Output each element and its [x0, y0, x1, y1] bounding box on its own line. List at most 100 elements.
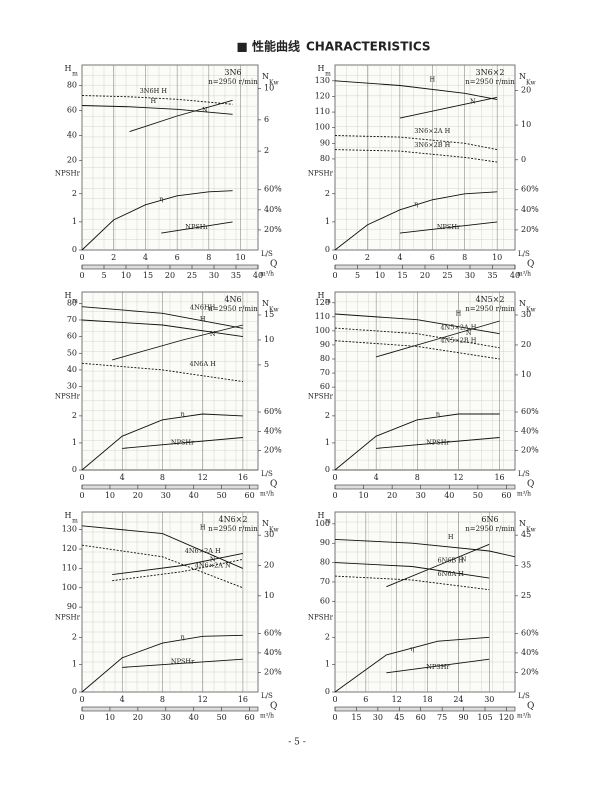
x-tick-label: 12: [392, 695, 402, 704]
x2-tick-label: 10: [121, 271, 131, 280]
n-axis-unit: Kw: [526, 80, 536, 87]
x2-tick-label: 15: [143, 271, 153, 280]
y-tick-label: 2: [72, 632, 77, 641]
y-tick-label: 40%: [521, 426, 539, 435]
chart-title: 4N5×2: [476, 295, 505, 304]
chart-title: 4N6: [224, 295, 241, 304]
curve: [81, 634, 243, 693]
x-axis-label: Q: [270, 260, 277, 270]
x-tick-label: 12: [198, 473, 208, 482]
h-axis-unit: m: [325, 518, 331, 525]
y-tick-label: 40%: [264, 205, 282, 214]
x2-tick-label: 15: [351, 713, 361, 722]
x2-tick-label: 30: [209, 271, 219, 280]
x2-tick-label: 20: [420, 271, 430, 280]
x-tick-label: 8: [415, 473, 420, 482]
y-tick-label: 110: [315, 107, 330, 116]
x-axis-unit: L/S: [518, 692, 530, 700]
h-axis-label: H: [65, 291, 72, 300]
x-tick-label: 8: [206, 253, 211, 262]
x-tick-label: 12: [198, 695, 208, 704]
y-tick-label: 2: [264, 146, 269, 155]
y-tick-label: 100: [62, 583, 77, 592]
x-axis-unit: L/S: [518, 470, 530, 478]
curve-label: η: [436, 410, 440, 418]
y-tick-label: 2: [72, 189, 77, 198]
x2-tick-label: 0: [332, 271, 337, 280]
curve-label: H: [151, 97, 157, 105]
x2-tick-label: 60: [501, 491, 511, 500]
n-axis-label: N: [519, 72, 526, 81]
x2-tick-label: 10: [105, 713, 115, 722]
x-tick-label: 10: [492, 253, 502, 262]
curve-label: NPSHr: [171, 657, 195, 665]
y-tick-label: 2: [325, 632, 330, 641]
curve-label: η: [181, 410, 185, 418]
x2-axis-unit: m³/h: [260, 713, 274, 720]
y-tick-label: 110: [315, 312, 330, 321]
y-tick-label: 2: [325, 189, 330, 198]
curve-label: NPSHr: [437, 223, 461, 231]
y-tick-label: 90: [320, 138, 330, 147]
x2-tick-label: 20: [387, 491, 397, 500]
x2-tick-label: 30: [161, 491, 171, 500]
curve: [81, 95, 233, 105]
y-tick-label: 90: [320, 538, 330, 547]
curve-label: η: [159, 195, 163, 203]
x-tick-label: 4: [120, 695, 125, 704]
x-tick-label: 6: [175, 253, 180, 262]
x-axis-unit: L/S: [261, 470, 273, 478]
y-tick-label: 20: [521, 85, 531, 94]
npsh-axis-label: NPSHr: [308, 392, 334, 400]
curve: [81, 306, 243, 329]
y-tick-label: 1: [72, 660, 77, 669]
x-tick-label: 4: [374, 473, 379, 482]
y-tick-label: 20: [264, 561, 274, 570]
y-tick-label: 100: [315, 326, 330, 335]
x-tick-label: 8: [160, 695, 165, 704]
y-tick-label: 40%: [521, 205, 539, 214]
curve: [334, 340, 500, 360]
x-tick-label: 10: [235, 253, 245, 262]
y-tick-label: 80: [67, 81, 77, 90]
curve: [375, 320, 500, 358]
curve: [81, 319, 243, 338]
curve: [81, 105, 233, 115]
curve: [81, 413, 243, 471]
y-tick-label: 10: [264, 591, 274, 600]
curve-label: N: [202, 106, 208, 114]
curve-label: 3N6H H: [140, 87, 168, 95]
x2-tick-label: 60: [416, 713, 426, 722]
x-tick-label: 8: [160, 473, 165, 482]
chart-subtitle: n=2950 r/min: [208, 78, 258, 86]
x2-tick-label: 20: [133, 713, 143, 722]
n-axis-label: N: [262, 72, 269, 81]
chart-title: 3N6×2: [476, 68, 505, 77]
x2-tick-label: 0: [332, 491, 337, 500]
y-tick-label: 35: [521, 561, 531, 570]
x-tick-label: 6: [363, 695, 368, 704]
h-axis-unit: m: [72, 71, 78, 78]
y-tick-label: 20: [67, 156, 77, 165]
chart-subtitle: n=2950 r/min: [465, 305, 515, 313]
x-axis-label: Q: [270, 702, 277, 712]
curve-label: N: [210, 330, 216, 338]
y-tick-label: 60%: [264, 407, 282, 416]
curve-label: H: [429, 76, 435, 84]
y-tick-label: 45: [521, 530, 531, 539]
y-tick-label: 40: [67, 365, 77, 374]
h-axis-label: H: [318, 291, 325, 300]
x-tick-label: 4: [397, 253, 402, 262]
x-tick-label: 4: [120, 473, 125, 482]
y-tick-label: 40%: [521, 648, 539, 657]
x-axis-label: Q: [527, 260, 534, 270]
y-tick-label: 120: [315, 91, 330, 100]
curve: [112, 558, 243, 582]
x2-tick-label: 0: [332, 713, 337, 722]
chart-title: 3N6: [224, 68, 241, 77]
x2-tick-label: 45: [394, 713, 404, 722]
chart-subtitle: n=2950 r/min: [208, 525, 258, 533]
npsh-axis-label: NPSHr: [55, 170, 81, 178]
y-tick-label: 15: [264, 310, 274, 319]
